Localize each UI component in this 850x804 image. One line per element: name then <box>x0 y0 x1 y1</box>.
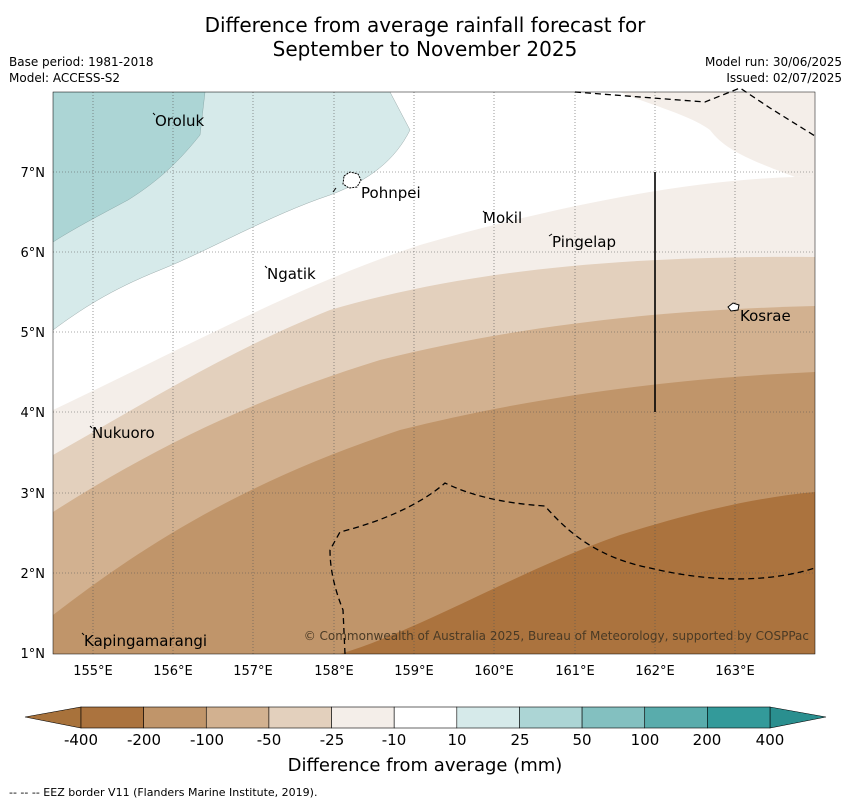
map-title: Difference from average rainfall forecas… <box>0 13 850 61</box>
colorbar-segment <box>456 706 520 729</box>
lat-axis-labels: 7°N 6°N 5°N 4°N 3°N 2°N 1°N <box>21 166 46 662</box>
model-run: Model run: 30/06/2025 <box>704 55 842 69</box>
colorbar-segment <box>581 706 646 729</box>
title-line-1: Difference from average rainfall forecas… <box>204 13 646 37</box>
cbar-tick: 100 <box>631 731 660 749</box>
lon-label: 155°E <box>73 664 113 679</box>
colorbar-segment <box>205 706 270 729</box>
meta-left: Base period: 1981-2018 Model: ACCESS-S2 <box>9 54 154 86</box>
cbar-tick: 25 <box>510 731 529 749</box>
lon-label: 162°E <box>635 664 675 679</box>
cbar-tick: -400 <box>64 731 98 749</box>
band-plus-25 <box>53 92 206 243</box>
label-kapingamarangi: Kapingamarangi <box>84 632 207 650</box>
cbar-tick: -200 <box>127 731 161 749</box>
lat-label: 3°N <box>21 487 46 502</box>
lat-label: 7°N <box>21 166 46 181</box>
cbar-tick: 10 <box>447 731 466 749</box>
cbar-tick: -50 <box>257 731 282 749</box>
pohnpei-island <box>342 171 362 189</box>
colorbar-title: Difference from average (mm) <box>287 755 563 776</box>
lon-label: 160°E <box>474 664 514 679</box>
colorbar-segment <box>143 706 207 729</box>
colorbar: -400 -200 -100 -50 -25 -10 10 25 50 100 … <box>24 706 827 749</box>
model-name: Model: ACCESS-S2 <box>9 71 121 85</box>
place-labels: Oroluk Pohnpei Mokil Pingelap Ngatik Kos… <box>84 112 791 650</box>
title-line-2: September to November 2025 <box>272 37 578 61</box>
lon-label: 163°E <box>715 664 755 679</box>
pohnpei-outline-tail <box>332 187 337 193</box>
cbar-tick: -25 <box>320 731 345 749</box>
colorbar-tick-labels: -400 -200 -100 -50 -25 -10 10 25 50 100 … <box>64 731 784 749</box>
issued-date: Issued: 02/07/2025 <box>726 71 842 85</box>
label-nukuoro: Nukuoro <box>92 424 155 442</box>
label-mokil: Mokil <box>483 209 522 227</box>
map-frame <box>52 91 816 655</box>
eez-footnote: -- -- -- EEZ border V11 (Flanders Marine… <box>9 786 318 799</box>
lon-label: 159°E <box>394 664 434 679</box>
label-pohnpei: Pohnpei <box>361 184 421 202</box>
colorbar-segment <box>644 706 708 729</box>
copyright-text: © Commonwealth of Australia 2025, Bureau… <box>304 629 809 643</box>
colorbar-segment <box>393 706 458 729</box>
band-ne-minus-10 <box>620 92 815 177</box>
lat-label: 6°N <box>21 246 46 261</box>
kosrae-island <box>727 302 740 312</box>
cbar-tick: -100 <box>190 731 224 749</box>
label-oroluk: Oroluk <box>155 112 204 130</box>
lon-label: 161°E <box>555 664 595 679</box>
colorbar-segment <box>519 706 583 729</box>
band-minus-200 <box>340 492 815 654</box>
meta-right: Model run: 30/06/2025 Issued: 02/07/2025 <box>705 54 842 86</box>
lon-axis-labels: 155°E 156°E 157°E 158°E 159°E 160°E 161°… <box>73 664 755 679</box>
island-shapes <box>332 171 740 312</box>
lon-label: 156°E <box>153 664 193 679</box>
label-ngatik: Ngatik <box>267 265 316 283</box>
colorbar-segment <box>331 706 395 729</box>
cbar-tick: 200 <box>693 731 722 749</box>
label-kosrae: Kosrae <box>740 307 791 325</box>
cbar-tick: 400 <box>756 731 785 749</box>
cbar-tick: 50 <box>572 731 591 749</box>
lat-label: 5°N <box>21 326 46 341</box>
graticule <box>53 92 815 654</box>
colorbar-segment <box>268 706 332 729</box>
eez-borders <box>329 87 816 655</box>
colorbar-segments <box>80 706 771 729</box>
label-pingelap: Pingelap <box>552 233 616 251</box>
lat-label: 1°N <box>21 647 46 662</box>
lon-label: 158°E <box>314 664 354 679</box>
cbar-tick: -10 <box>382 731 407 749</box>
lat-label: 2°N <box>21 567 46 582</box>
map-plot-area <box>53 92 815 654</box>
colorbar-segment <box>80 706 144 729</box>
colorbar-max-extension <box>769 706 827 729</box>
lat-label: 4°N <box>21 406 46 421</box>
colorbar-segment <box>707 706 771 729</box>
base-period: Base period: 1981-2018 <box>9 55 154 69</box>
lon-label: 157°E <box>233 664 273 679</box>
atoll-markers <box>81 112 553 636</box>
colorbar-min-extension <box>24 706 82 729</box>
